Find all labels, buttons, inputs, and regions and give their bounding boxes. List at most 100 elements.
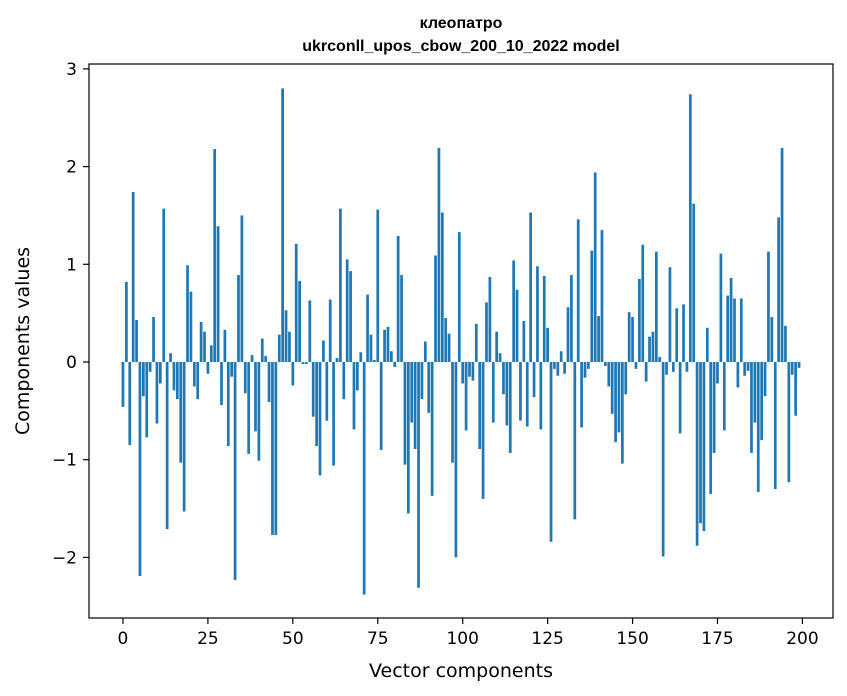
bar xyxy=(128,362,132,446)
bar xyxy=(678,362,682,434)
bar xyxy=(325,362,329,421)
bar xyxy=(175,362,179,400)
chart-title-line-1: клеопатро xyxy=(420,15,503,32)
bar xyxy=(145,362,149,438)
bar xyxy=(485,302,488,363)
bar xyxy=(189,291,193,363)
bar xyxy=(753,362,757,423)
bar xyxy=(223,329,227,362)
bar xyxy=(264,356,268,362)
y-tick-label: 2 xyxy=(66,158,77,178)
bar xyxy=(430,362,434,496)
x-tick-label: 125 xyxy=(531,629,563,649)
y-tick-label: 3 xyxy=(66,60,77,80)
x-tick-label: 50 xyxy=(282,629,304,649)
bar xyxy=(580,362,583,428)
bar xyxy=(213,149,217,363)
bar xyxy=(597,316,600,362)
bar xyxy=(308,300,312,363)
x-tick-label: 200 xyxy=(786,629,818,649)
bar xyxy=(529,212,532,362)
bar xyxy=(756,362,760,492)
bar xyxy=(413,362,417,449)
bar xyxy=(692,203,696,363)
bar xyxy=(169,353,172,362)
bar xyxy=(675,308,679,363)
bar xyxy=(570,275,573,363)
bar xyxy=(797,362,801,368)
bar xyxy=(376,209,380,362)
bar xyxy=(203,331,206,363)
bar xyxy=(349,271,352,363)
bar xyxy=(288,331,291,363)
plot-frame xyxy=(88,63,834,619)
bar xyxy=(699,362,702,524)
bar xyxy=(651,331,655,363)
bar xyxy=(519,362,522,421)
bar xyxy=(390,351,393,363)
bar xyxy=(553,362,556,369)
bar xyxy=(733,298,736,363)
bar xyxy=(243,362,247,394)
bar xyxy=(281,88,284,363)
bar xyxy=(359,352,363,363)
x-tick-label: 175 xyxy=(701,629,733,649)
bar xyxy=(339,208,342,363)
bar xyxy=(665,362,668,375)
bar xyxy=(386,326,390,362)
bar xyxy=(335,358,339,363)
bar xyxy=(182,362,186,512)
bar xyxy=(468,362,471,377)
bar xyxy=(271,362,274,535)
bar xyxy=(464,362,468,431)
bar xyxy=(790,362,794,375)
bar xyxy=(332,362,335,466)
bar xyxy=(614,362,617,443)
bar xyxy=(478,362,482,449)
bar xyxy=(233,362,237,580)
bar xyxy=(705,327,709,363)
bar xyxy=(638,278,641,363)
bar xyxy=(648,336,651,362)
bar xyxy=(617,362,621,433)
x-axis-label: Vector components xyxy=(369,660,553,682)
bar xyxy=(400,275,403,363)
bar xyxy=(135,319,138,362)
bar xyxy=(230,362,234,377)
bar xyxy=(624,362,628,395)
bar xyxy=(654,251,658,363)
bar xyxy=(682,304,685,363)
bar xyxy=(403,362,407,465)
bar xyxy=(192,362,196,387)
bar xyxy=(770,317,774,363)
bar xyxy=(206,362,210,374)
bar xyxy=(298,280,301,363)
bar xyxy=(318,362,322,476)
bar xyxy=(712,362,716,453)
bar xyxy=(576,219,580,362)
bar xyxy=(186,265,189,363)
bar xyxy=(610,362,614,414)
bar xyxy=(162,208,166,363)
bar xyxy=(155,362,159,424)
bar xyxy=(209,345,213,363)
bar xyxy=(784,325,787,363)
bar xyxy=(621,362,624,464)
y-tick-label: 0 xyxy=(66,353,77,373)
bar xyxy=(142,362,145,397)
bar xyxy=(743,362,747,376)
bar xyxy=(668,267,672,363)
bar xyxy=(379,362,383,450)
bar xyxy=(593,172,597,363)
bar xyxy=(254,362,257,432)
bar xyxy=(199,321,203,363)
bar xyxy=(587,362,590,369)
bar xyxy=(125,281,128,363)
bar xyxy=(260,338,264,363)
bar xyxy=(396,235,400,362)
bar xyxy=(420,362,424,400)
bar xyxy=(512,260,516,363)
bar xyxy=(240,215,244,363)
bar xyxy=(196,362,200,400)
bar xyxy=(383,329,386,362)
